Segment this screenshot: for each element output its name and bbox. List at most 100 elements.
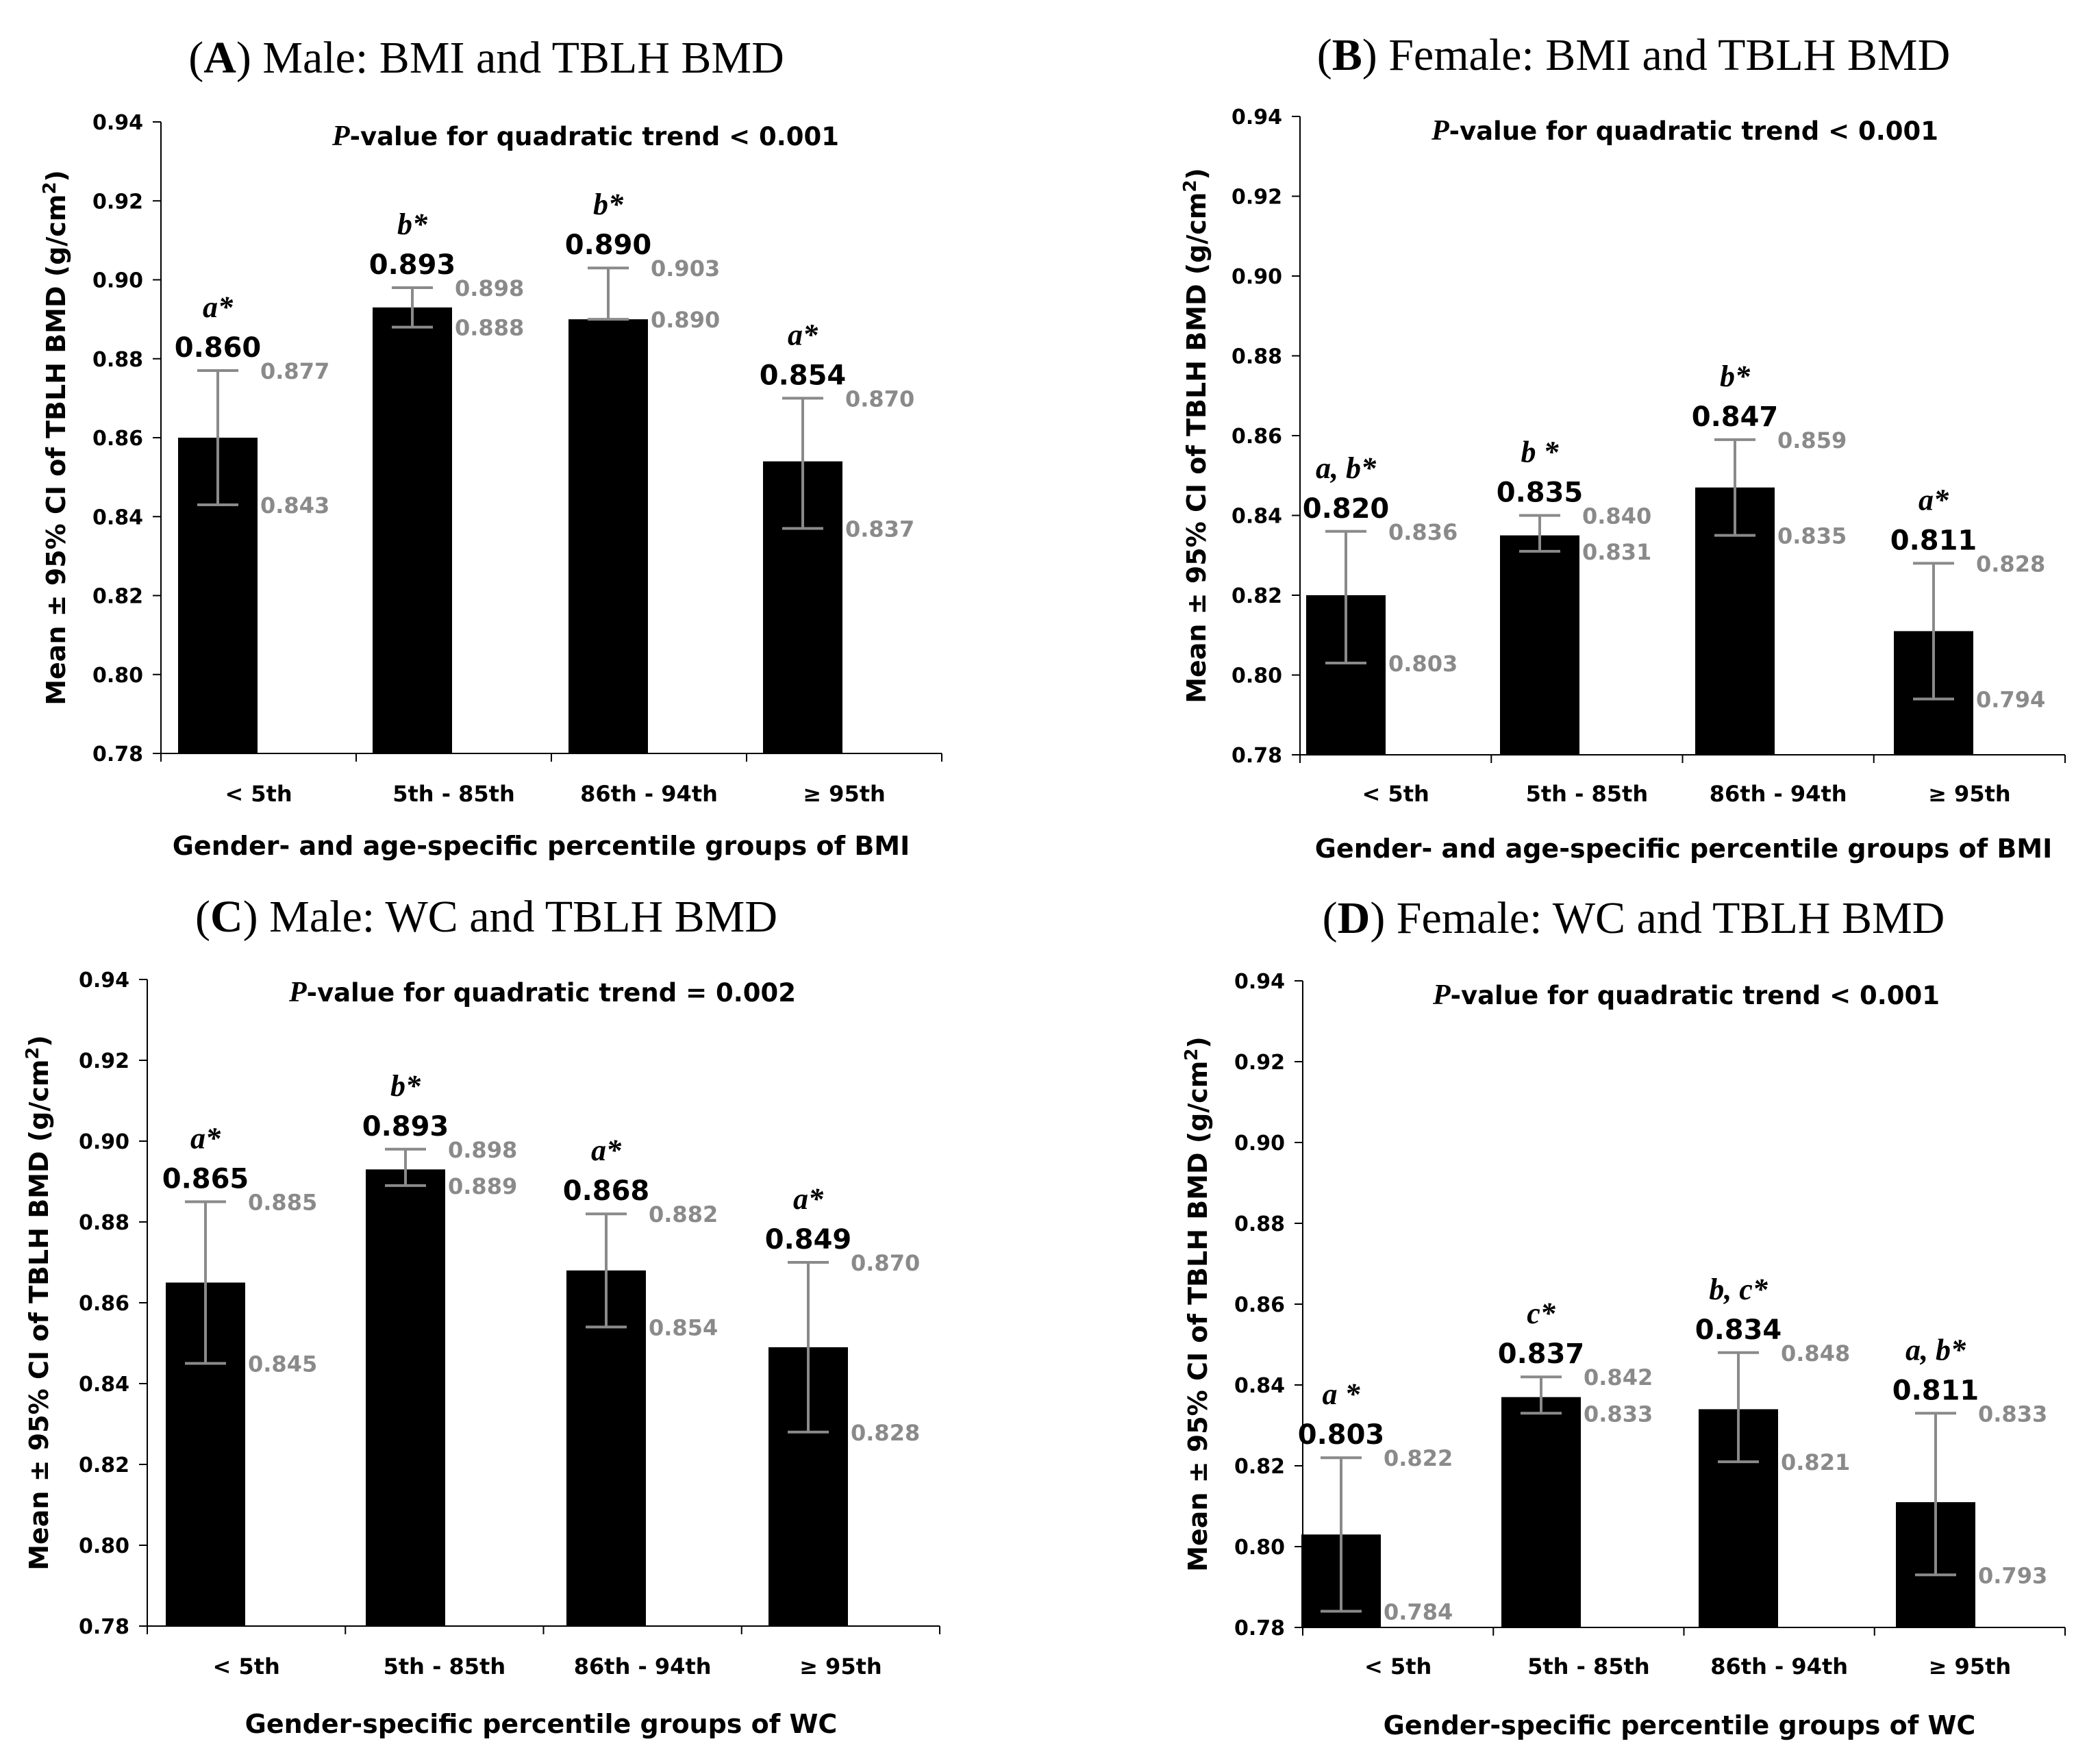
ci-lower-label: 0.828 [851, 1420, 920, 1446]
ci-upper-label: 0.848 [1781, 1340, 1850, 1366]
significance-label: a* [788, 318, 818, 351]
bar [1501, 1397, 1581, 1627]
ci-upper-label: 0.828 [1976, 551, 2045, 577]
ci-upper-label: 0.877 [260, 358, 329, 384]
significance-label: b * [1521, 436, 1560, 469]
mean-label: 0.865 [162, 1164, 249, 1195]
y-tick-label: 0.78 [1234, 1616, 1285, 1640]
mean-label: 0.854 [760, 360, 847, 391]
y-tick-label: 0.90 [1234, 1132, 1285, 1156]
mean-label: 0.837 [1498, 1338, 1585, 1370]
ci-lower-label: 0.784 [1384, 1599, 1453, 1625]
bar [366, 1169, 445, 1626]
panel-title: (C) Male: WC and TBLH BMD [195, 892, 777, 942]
p-value-text: P-value for quadratic trend = 0.002 [288, 977, 796, 1008]
p-value-text: P-value for quadratic trend < 0.001 [332, 121, 839, 152]
y-tick-label: 0.86 [1232, 425, 1282, 449]
significance-label: a, b* [1905, 1333, 1966, 1366]
ci-upper-label: 0.885 [248, 1190, 317, 1216]
ci-upper-label: 0.859 [1777, 427, 1847, 453]
x-axis-label: Gender- and age-specific percentile grou… [173, 831, 910, 861]
mean-label: 0.890 [565, 229, 652, 261]
significance-label: c* [1527, 1297, 1556, 1330]
ci-lower-label: 0.888 [455, 315, 524, 341]
ci-upper-label: 0.836 [1388, 519, 1458, 545]
significance-label: b* [397, 208, 428, 241]
x-axis-label: Gender-specific percentile groups of WC [1384, 1710, 1976, 1740]
significance-label: a* [793, 1182, 824, 1216]
ci-lower-label: 0.845 [248, 1351, 317, 1377]
category-label: ≥ 95th [1929, 1653, 2012, 1679]
category-label: 5th - 85th [1527, 1653, 1650, 1679]
significance-label: b, c* [1709, 1273, 1768, 1306]
y-tick-label: 0.90 [1232, 265, 1282, 289]
ci-upper-label: 0.903 [651, 255, 720, 282]
ci-lower-label: 0.890 [651, 307, 720, 333]
y-tick-label: 0.94 [1234, 970, 1285, 994]
significance-label: b* [390, 1069, 421, 1103]
y-tick-label: 0.94 [92, 111, 143, 135]
y-tick-label: 0.88 [1234, 1212, 1285, 1236]
y-tick-label: 0.92 [1234, 1051, 1285, 1075]
y-tick-label: 0.82 [1232, 584, 1282, 608]
mean-label: 0.811 [1892, 1375, 1979, 1406]
ci-upper-label: 0.870 [845, 386, 914, 412]
y-axis-label: Mean ± 95% CI of TBLH BMD (g/cm2) [1180, 168, 1212, 703]
bar [373, 307, 452, 753]
ci-lower-label: 0.843 [260, 492, 329, 519]
y-tick-label: 0.80 [1232, 664, 1282, 688]
significance-label: b* [593, 188, 624, 221]
y-tick-label: 0.86 [79, 1292, 129, 1316]
bar [1500, 535, 1579, 755]
category-label: < 5th [1364, 1653, 1432, 1679]
y-tick-label: 0.92 [1232, 186, 1282, 210]
significance-label: a, b* [1316, 451, 1377, 485]
mean-label: 0.893 [362, 1111, 449, 1142]
ci-upper-label: 0.840 [1582, 503, 1651, 529]
ci-lower-label: 0.794 [1976, 686, 2045, 712]
x-axis-label: Gender- and age-specific percentile grou… [1315, 834, 2053, 864]
mean-label: 0.847 [1692, 401, 1779, 433]
ci-upper-label: 0.870 [851, 1250, 920, 1276]
y-tick-label: 0.86 [92, 427, 143, 451]
panel-a: (A) Male: BMI and TBLH BMD P-value for qu… [40, 33, 942, 861]
category-label: 86th - 94th [1710, 781, 1847, 807]
ci-upper-label: 0.882 [649, 1201, 718, 1227]
mean-label: 0.849 [765, 1224, 852, 1256]
category-label: < 5th [212, 1653, 279, 1679]
x-axis-label: Gender-specific percentile groups of WC [245, 1709, 838, 1739]
p-value-text: P-value for quadratic trend < 0.001 [1431, 115, 1938, 147]
significance-label: b* [1720, 360, 1751, 393]
y-tick-label: 0.84 [79, 1373, 129, 1397]
y-tick-label: 0.82 [79, 1453, 129, 1477]
y-axis-label: Mean ± 95% CI of TBLH BMD (g/cm2) [1182, 1036, 1213, 1572]
mean-label: 0.893 [369, 249, 456, 281]
y-axis-label: Mean ± 95% CI of TBLH BMD (g/cm2) [40, 170, 71, 705]
ci-lower-label: 0.837 [845, 516, 914, 542]
ci-lower-label: 0.821 [1781, 1449, 1850, 1475]
y-tick-label: 0.80 [92, 664, 143, 688]
y-tick-label: 0.80 [1234, 1536, 1285, 1560]
category-label: ≥ 95th [799, 1653, 882, 1679]
bar [568, 319, 648, 753]
ci-lower-label: 0.854 [649, 1314, 718, 1340]
category-label: 86th - 94th [580, 781, 718, 807]
ci-lower-label: 0.889 [448, 1173, 517, 1199]
y-tick-label: 0.86 [1234, 1293, 1285, 1317]
ci-lower-label: 0.833 [1584, 1401, 1653, 1427]
significance-label: a* [591, 1134, 622, 1167]
y-axis-label: Mean ± 95% CI of TBLH BMD (g/cm2) [23, 1035, 54, 1571]
mean-label: 0.860 [175, 332, 262, 364]
category-label: 86th - 94th [1710, 1653, 1848, 1679]
category-label: 5th - 85th [1526, 781, 1649, 807]
mean-label: 0.820 [1303, 493, 1390, 525]
ci-lower-label: 0.835 [1777, 523, 1847, 549]
ci-lower-label: 0.803 [1388, 651, 1458, 677]
ci-upper-label: 0.842 [1584, 1364, 1653, 1390]
y-tick-label: 0.84 [1234, 1374, 1285, 1398]
y-tick-label: 0.90 [79, 1130, 129, 1154]
y-tick-label: 0.88 [1232, 345, 1282, 369]
y-tick-label: 0.78 [79, 1615, 129, 1639]
ci-upper-label: 0.898 [448, 1137, 517, 1163]
p-value-text: P-value for quadratic trend < 0.001 [1432, 979, 1940, 1011]
